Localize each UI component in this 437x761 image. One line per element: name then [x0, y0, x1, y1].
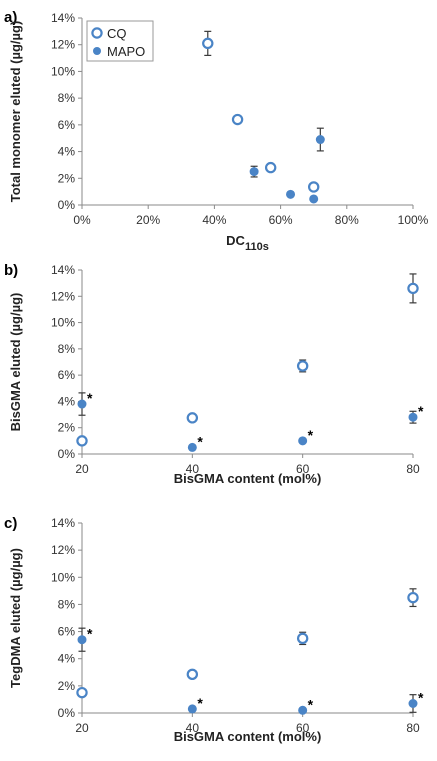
data-point-filled	[408, 412, 418, 422]
data-point-filled	[408, 699, 418, 708]
x-axis-title: BisGMA content (mol%)	[174, 471, 322, 486]
data-point-filled	[187, 442, 197, 452]
data-point-open	[296, 632, 309, 645]
data-point-open	[231, 113, 244, 126]
y-tick-label: 0%	[58, 447, 76, 461]
y-tick-label: 8%	[58, 597, 76, 611]
y-tick-label: 6%	[58, 368, 76, 382]
x-tick-label: 60	[296, 721, 310, 735]
significance-marker: *	[418, 403, 424, 419]
y-axis-title: Total monomer eluted (µg/µg)	[8, 21, 23, 203]
data-point-filled	[77, 399, 87, 409]
panel-label: c)	[4, 515, 17, 532]
y-tick-label: 4%	[58, 394, 76, 408]
significance-marker: *	[418, 690, 424, 706]
y-tick-label: 10%	[51, 64, 75, 78]
x-tick-label: 40	[186, 721, 200, 735]
x-tick-label: 80	[406, 462, 420, 476]
x-axis-title-subscript: 110s	[245, 241, 269, 253]
significance-marker: *	[87, 626, 93, 642]
legend-label: CQ	[107, 26, 127, 41]
data-point-filled	[249, 167, 259, 177]
y-tick-label: 0%	[58, 706, 76, 720]
data-point-open	[296, 360, 309, 372]
legend-label: MAPO	[107, 44, 145, 59]
data-point-filled	[309, 194, 319, 204]
y-axis-title: TegDMA eluted (µg/µg)	[8, 548, 23, 688]
data-point-open	[202, 37, 214, 50]
x-tick-label: 20	[75, 462, 89, 476]
x-axis-title: DC110s	[226, 233, 269, 253]
y-tick-label: 4%	[58, 145, 76, 159]
data-point-open	[407, 591, 419, 604]
y-tick-label: 2%	[58, 679, 76, 693]
data-point-filled	[298, 705, 308, 715]
y-tick-label: 14%	[51, 263, 75, 277]
x-tick-label: 20	[75, 721, 89, 735]
y-axis-title: BisGMA eluted (µg/µg)	[8, 293, 23, 432]
y-tick-label: 14%	[51, 516, 75, 530]
legend-marker-filled	[93, 47, 101, 55]
data-point-filled	[77, 635, 87, 645]
data-point-filled	[187, 704, 197, 714]
panel-label: a)	[4, 9, 17, 26]
data-point-open	[308, 181, 320, 193]
y-tick-label: 2%	[58, 171, 76, 185]
legend-marker-open	[91, 27, 103, 39]
panel-label: b)	[4, 262, 18, 279]
y-tick-label: 2%	[58, 421, 76, 435]
y-tick-label: 0%	[58, 198, 76, 212]
x-tick-label: 40%	[202, 213, 226, 227]
data-point-open	[264, 161, 277, 174]
significance-marker: *	[308, 427, 314, 443]
significance-marker: *	[87, 390, 93, 406]
y-tick-label: 14%	[51, 11, 75, 25]
significance-marker: *	[197, 433, 203, 449]
data-point-open	[76, 686, 88, 699]
significance-marker: *	[197, 695, 203, 711]
x-tick-label: 0%	[73, 213, 91, 227]
y-tick-label: 8%	[58, 342, 76, 356]
y-tick-label: 8%	[58, 91, 76, 105]
x-axis-title: BisGMA content (mol%)	[174, 729, 322, 744]
significance-marker: *	[308, 696, 314, 712]
y-tick-label: 6%	[58, 625, 76, 639]
x-tick-label: 40	[186, 462, 200, 476]
x-tick-label: 100%	[398, 213, 429, 227]
y-tick-label: 12%	[51, 543, 75, 557]
x-tick-label: 80	[406, 721, 420, 735]
data-point-open	[186, 668, 199, 681]
data-point-filled	[298, 436, 308, 446]
x-tick-label: 60%	[269, 213, 293, 227]
y-tick-label: 12%	[51, 289, 75, 303]
data-point-open	[186, 412, 199, 424]
x-tick-label: 60	[296, 462, 310, 476]
y-tick-label: 10%	[51, 570, 75, 584]
y-tick-label: 10%	[51, 316, 75, 330]
y-tick-label: 12%	[51, 38, 75, 52]
data-point-open	[76, 435, 88, 447]
data-point-open	[407, 282, 419, 295]
x-tick-label: 80%	[335, 213, 359, 227]
y-tick-label: 6%	[58, 118, 76, 132]
x-tick-label: 20%	[136, 213, 160, 227]
y-tick-label: 4%	[58, 652, 76, 666]
data-point-filled	[286, 189, 296, 199]
data-point-filled	[315, 135, 325, 145]
